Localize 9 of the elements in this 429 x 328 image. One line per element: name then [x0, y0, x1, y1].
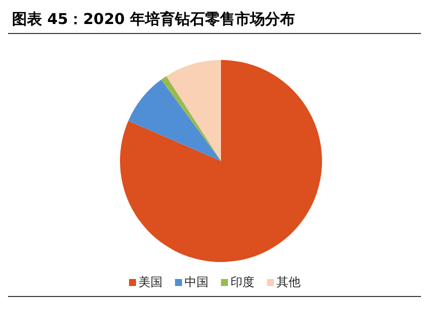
pie-slice [128, 80, 221, 161]
legend-label: 中国 [184, 274, 208, 291]
chart-title: 图表 45：2020 年培育钻石零售市场分布 [8, 8, 421, 34]
pie-slice [120, 60, 322, 262]
pie-slice [161, 76, 221, 161]
legend-label: 印度 [230, 274, 254, 291]
pie-slice [166, 60, 221, 161]
legend-label: 美国 [138, 274, 162, 291]
legend-label: 其他 [276, 274, 300, 291]
